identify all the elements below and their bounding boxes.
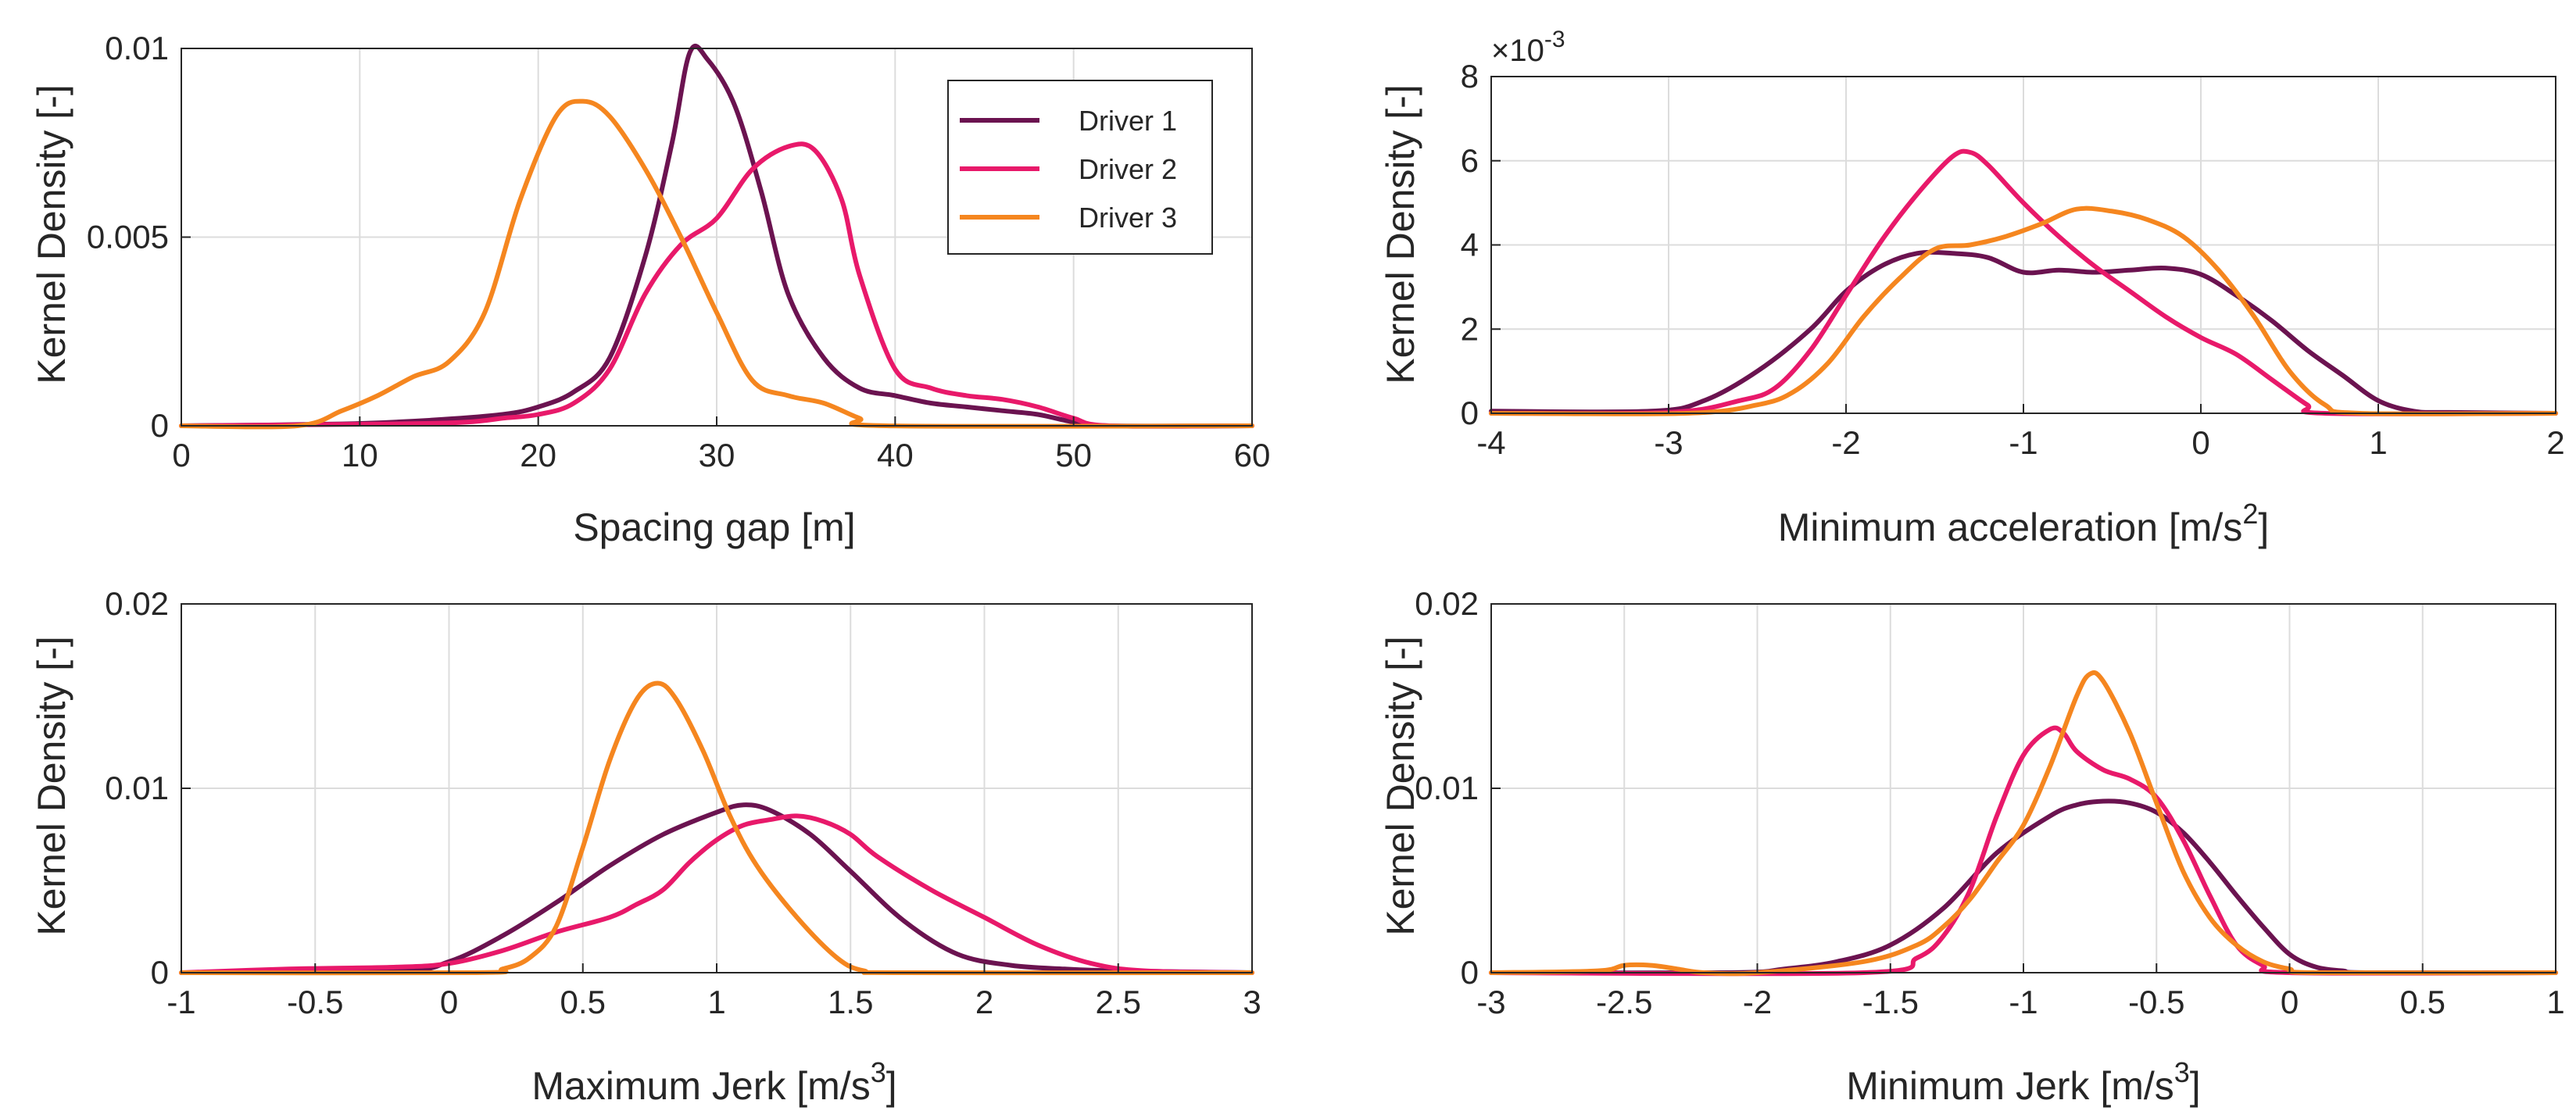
panel-spacing-gap: 0 10 20 30 40 50 60 0 0.005 0.01 Spacing gap [m]… xyxy=(30,30,1270,549)
series-driver-1-line xyxy=(179,802,1254,975)
x-tick-label: 1 xyxy=(707,984,725,1020)
y-tick-label: 0 xyxy=(1461,395,1479,431)
y-tick-label: 0.01 xyxy=(105,30,169,66)
y-tick-label: 0.01 xyxy=(105,770,169,806)
y-tick-label: 0 xyxy=(151,954,169,991)
y-tick-label: 0.02 xyxy=(105,585,169,622)
y-tick-label: 6 xyxy=(1461,142,1479,179)
y-tick-label: 0.01 xyxy=(1415,770,1479,806)
x-tick-label: 60 xyxy=(1234,437,1271,473)
x-tick-label: 0 xyxy=(440,984,458,1020)
x-tick-label: -1 xyxy=(2009,424,2038,461)
y-axis-label: Kernel Density [-] xyxy=(30,84,73,384)
legend-label-driver-3: Driver 3 xyxy=(1079,202,1177,234)
y-tick-labels: 0 0.01 0.02 xyxy=(105,585,191,991)
x-tick-label: -0.5 xyxy=(287,984,343,1020)
x-tick-label: -0.5 xyxy=(2128,984,2184,1020)
x-tick-label: -2.5 xyxy=(1596,984,1652,1020)
y-tick-labels: 0 0.01 0.02 xyxy=(1415,585,1501,991)
x-tick-label: 0 xyxy=(172,437,190,473)
y-tick-label: 0.005 xyxy=(87,219,169,255)
x-tick-labels: -3 -2.5 -2 -1.5 -1 -0.5 0 0.5 1 xyxy=(1476,963,2565,1020)
y-tick-label: 4 xyxy=(1461,227,1479,263)
x-tick-label: 0 xyxy=(2281,984,2299,1020)
curves xyxy=(1489,148,2558,416)
x-tick-label: -4 xyxy=(1476,424,1505,461)
x-tick-labels: -1 -0.5 0 0.5 1 1.5 2 2.5 3 xyxy=(166,963,1261,1020)
x-tick-label: 30 xyxy=(699,437,735,473)
y-tick-labels: 0 0.005 0.01 xyxy=(87,30,191,444)
x-tick-label: -1 xyxy=(2009,984,2038,1020)
x-tick-label: 2 xyxy=(975,984,993,1020)
x-tick-label: 1 xyxy=(2369,424,2387,461)
x-tick-label: 1.5 xyxy=(828,984,873,1020)
x-axis-label: Maximum Jerk [m/s3] xyxy=(531,1056,896,1108)
x-tick-label: 2.5 xyxy=(1096,984,1141,1020)
x-tick-label: -3 xyxy=(1654,424,1683,461)
curves xyxy=(1489,670,2558,977)
series-driver-2-line xyxy=(179,813,1254,975)
x-tick-label: 1 xyxy=(2546,984,2564,1020)
x-tick-label: 2 xyxy=(2546,424,2564,461)
y-tick-label: 2 xyxy=(1461,310,1479,347)
y-axis-label: Kernel Density [-] xyxy=(1379,636,1422,935)
x-tick-label: 40 xyxy=(877,437,914,473)
x-tick-label: 20 xyxy=(520,437,556,473)
series-driver-1-line xyxy=(1489,249,2558,416)
x-tick-label: 0.5 xyxy=(560,984,606,1020)
series-driver-3-line xyxy=(1489,670,2558,977)
x-tick-labels: 0 10 20 30 40 50 60 xyxy=(172,416,1270,473)
panel-minimum-jerk: -3 -2.5 -2 -1.5 -1 -0.5 0 0.5 1 0 0.01 0.02 Minimu… xyxy=(1379,585,2564,1108)
y-axis-label: Kernel Density [-] xyxy=(30,636,73,935)
y-tick-labels: 0 2 4 6 8 xyxy=(1461,58,1501,431)
x-tick-label: 50 xyxy=(1055,437,1092,473)
series-driver-3-line xyxy=(179,98,1254,430)
series-driver-3-line xyxy=(179,680,1254,976)
grid xyxy=(1490,603,2556,973)
x-axis-label: Minimum Jerk [m/s3] xyxy=(1846,1056,2200,1108)
y-axis-label: Kernel Density [-] xyxy=(1379,84,1422,384)
x-tick-label: -1 xyxy=(166,984,195,1020)
x-tick-label: -2 xyxy=(1831,424,1860,461)
x-tick-label: -2 xyxy=(1743,984,1772,1020)
x-tick-label: 0.5 xyxy=(2400,984,2445,1020)
series-driver-2-line xyxy=(179,141,1254,429)
x-tick-labels: -4 -3 -2 -1 0 1 2 xyxy=(1476,404,2565,461)
y-tick-label: 0 xyxy=(151,407,169,444)
x-tick-label: -3 xyxy=(1476,984,1505,1020)
y-tick-label: 8 xyxy=(1461,58,1479,95)
panel-minimum-acceleration: -4 -3 -2 -1 0 1 2 0 2 4 6 8 Minimum acceleration [… xyxy=(1379,27,2564,549)
x-tick-label: -1.5 xyxy=(1862,984,1919,1020)
series-driver-1-line xyxy=(179,44,1254,429)
x-tick-label: 0 xyxy=(2191,424,2209,461)
legend: Driver 1 Driver 2 Driver 3 xyxy=(947,80,1213,255)
x-axis-label: Spacing gap [m] xyxy=(573,505,855,549)
y-tick-label: 0 xyxy=(1461,954,1479,991)
x-tick-label: 10 xyxy=(342,437,378,473)
legend-label-driver-1: Driver 1 xyxy=(1079,105,1177,137)
legend-label-driver-2: Driver 2 xyxy=(1079,153,1177,185)
y-exponent-label: ×10-3 xyxy=(1491,27,1565,68)
series-driver-2-line xyxy=(1489,725,2558,977)
x-axis-label: Minimum acceleration [m/s2] xyxy=(1778,498,2270,549)
series-driver-2-line xyxy=(1489,148,2558,416)
grid xyxy=(1490,76,2556,414)
series-driver-3-line xyxy=(1489,205,2558,416)
curves xyxy=(179,44,1254,430)
x-tick-label: 3 xyxy=(1243,984,1261,1020)
panel-maximum-jerk: -1 -0.5 0 0.5 1 1.5 2 2.5 3 0 0.01 0.02 Maximum Je… xyxy=(30,585,1261,1108)
curves xyxy=(179,680,1254,976)
y-tick-label: 0.02 xyxy=(1415,585,1479,622)
